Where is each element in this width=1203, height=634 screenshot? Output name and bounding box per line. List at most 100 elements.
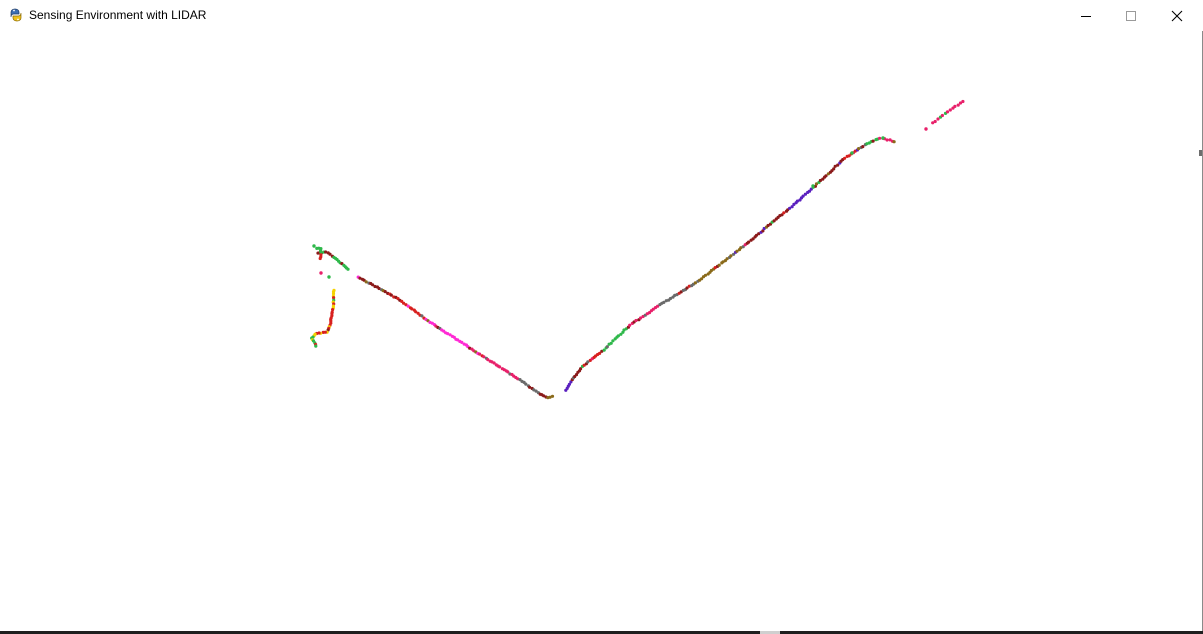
lidar-point bbox=[402, 301, 406, 305]
lidar-point bbox=[328, 252, 332, 256]
lidar-point bbox=[717, 263, 721, 267]
lidar-point bbox=[332, 296, 336, 300]
lidar-point bbox=[725, 257, 729, 261]
lidar-point bbox=[314, 344, 318, 348]
lidar-point bbox=[498, 365, 502, 369]
resize-edge bbox=[1199, 150, 1202, 156]
lidar-point bbox=[865, 142, 869, 146]
lidar-point bbox=[754, 233, 759, 237]
lidar-point bbox=[605, 345, 609, 349]
lidar-point bbox=[574, 373, 579, 377]
lidar-point bbox=[324, 250, 328, 254]
lidar-point bbox=[420, 314, 424, 318]
lidar-point bbox=[933, 119, 937, 124]
lidar-point bbox=[609, 341, 613, 345]
maximize-button[interactable] bbox=[1108, 0, 1153, 31]
lidar-point bbox=[377, 286, 381, 291]
lidar-point bbox=[478, 352, 482, 356]
lidar-point bbox=[506, 370, 510, 374]
lidar-point bbox=[956, 103, 960, 107]
lidar-point bbox=[634, 318, 638, 323]
lidar-point bbox=[871, 139, 875, 143]
lidar-point bbox=[687, 284, 691, 288]
lidar-point bbox=[940, 113, 945, 118]
lidar-point bbox=[668, 296, 673, 301]
lidar-point bbox=[931, 121, 935, 125]
title-bar[interactable]: Sensing Environment with LIDAR bbox=[0, 0, 1203, 31]
lidar-point bbox=[790, 205, 794, 209]
lidar-point bbox=[598, 351, 602, 355]
lidar-point bbox=[811, 184, 815, 188]
lidar-point bbox=[616, 334, 621, 338]
lidar-point bbox=[383, 290, 387, 294]
lidar-point bbox=[534, 389, 538, 393]
lidar-point bbox=[832, 167, 836, 171]
close-icon bbox=[1171, 10, 1182, 21]
lidar-point bbox=[656, 304, 660, 308]
lidar-point bbox=[410, 307, 414, 311]
lidar-point bbox=[460, 340, 464, 344]
lidar-point bbox=[389, 293, 393, 297]
taskbar-indicator bbox=[760, 631, 780, 634]
lidar-point bbox=[847, 154, 851, 158]
lidar-point bbox=[358, 276, 362, 280]
lidar-point bbox=[824, 174, 828, 178]
lidar-point bbox=[446, 332, 450, 336]
taskbar-edge bbox=[0, 631, 1203, 634]
lidar-point bbox=[414, 310, 418, 314]
lidar-point bbox=[602, 348, 606, 352]
lidar-point bbox=[878, 136, 882, 140]
lidar-point bbox=[664, 299, 668, 303]
lidar-point bbox=[628, 323, 632, 327]
lidar-point bbox=[406, 304, 410, 308]
lidar-point bbox=[801, 194, 805, 198]
lidar-point bbox=[586, 360, 590, 364]
lidar-point bbox=[958, 101, 963, 105]
window-title: Sensing Environment with LIDAR bbox=[29, 8, 207, 22]
lidar-point bbox=[619, 332, 623, 336]
lidar-point bbox=[693, 281, 698, 285]
lidar-point bbox=[528, 385, 532, 389]
lidar-point bbox=[953, 104, 957, 108]
lidar-point bbox=[885, 138, 889, 142]
lidar-point bbox=[795, 199, 800, 203]
lidar-point bbox=[600, 349, 604, 353]
minimize-button[interactable] bbox=[1063, 0, 1108, 31]
lidar-point bbox=[317, 331, 321, 335]
lidar-point bbox=[766, 223, 770, 228]
lidar-point bbox=[448, 333, 452, 337]
lidar-point bbox=[948, 108, 952, 112]
lidar-point bbox=[818, 178, 823, 183]
lidar-point bbox=[961, 99, 965, 104]
lidar-point bbox=[836, 163, 840, 167]
lidar-point bbox=[482, 355, 486, 359]
lidar-point bbox=[732, 252, 736, 256]
lidar-point bbox=[542, 394, 546, 398]
lidar-point bbox=[788, 206, 792, 210]
lidar-point bbox=[331, 308, 335, 312]
pygame-snake-icon bbox=[8, 7, 24, 23]
lidar-point bbox=[881, 136, 885, 140]
lidar-point bbox=[346, 267, 350, 271]
lidar-point bbox=[803, 192, 808, 196]
maximize-icon bbox=[1125, 10, 1136, 21]
lidar-point bbox=[651, 307, 655, 311]
lidar-point bbox=[741, 245, 745, 249]
lidar-point bbox=[761, 229, 765, 233]
lidar-point bbox=[739, 246, 743, 250]
lidar-point bbox=[567, 382, 572, 386]
lidar-point bbox=[700, 277, 704, 281]
lidar-point bbox=[321, 330, 325, 334]
lidar-point bbox=[850, 151, 854, 155]
lidar-point bbox=[792, 202, 796, 206]
lidar-point bbox=[888, 138, 892, 142]
lidar-point bbox=[579, 367, 583, 371]
lidar-point bbox=[319, 271, 323, 275]
lidar-point bbox=[861, 145, 865, 149]
lidar-point bbox=[524, 382, 528, 386]
lidar-point bbox=[371, 283, 375, 287]
close-button[interactable] bbox=[1154, 0, 1199, 31]
lidar-point bbox=[729, 254, 733, 258]
lidar-point bbox=[639, 316, 643, 320]
